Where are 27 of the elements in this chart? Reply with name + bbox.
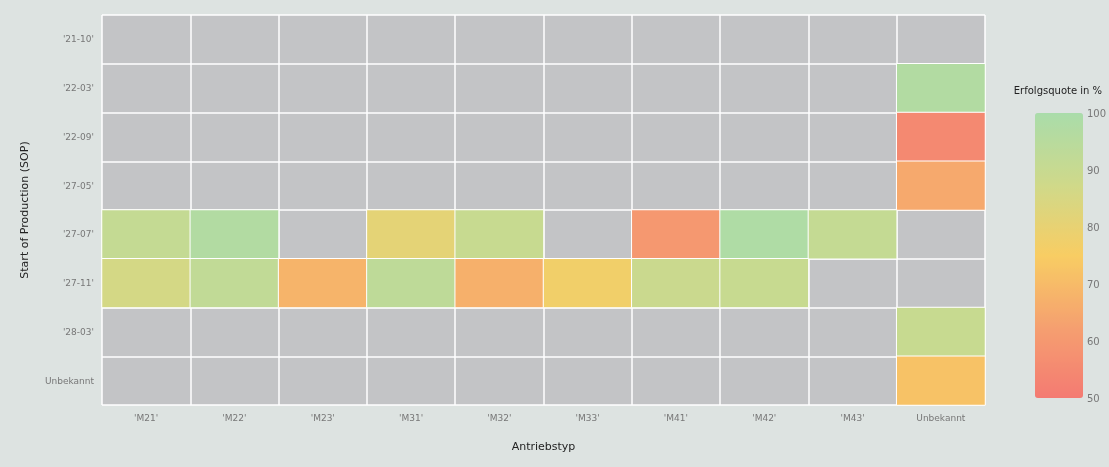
color-bar-label: 80	[1086, 221, 1100, 233]
y-tick-label: Unbekannt	[44, 375, 95, 386]
color-bar-label: 100	[1086, 107, 1107, 119]
y-tick-label: '21-10'	[62, 34, 94, 45]
x-tick-label: 'M31'	[398, 412, 424, 423]
y-tick-label: '27-11'	[62, 278, 94, 289]
y-tick-label: '27-07'	[62, 229, 94, 240]
x-tick-label: 'M41'	[663, 412, 689, 423]
y-tick-label: '28-03'	[62, 326, 94, 337]
x-tick-label: 'M32'	[487, 412, 512, 423]
x-tick-label: 'M33'	[575, 412, 600, 423]
x-tick-label: 'M22'	[222, 412, 247, 423]
x-tick-label: 'M43'	[840, 412, 865, 423]
color-bar-label: 60	[1086, 335, 1100, 347]
y-tick-label: '22-03'	[62, 83, 94, 94]
x-axis-title: Antriebstyp	[511, 440, 576, 453]
y-tick-label: '27-05'	[62, 180, 94, 191]
x-tick-label: 'M23'	[310, 412, 335, 423]
color-bar-title: Erfolgsquote in %	[1013, 84, 1103, 96]
color-bar-label: 70	[1086, 278, 1100, 290]
color-bar-label: 50	[1086, 392, 1100, 404]
color-bar-label: 90	[1086, 164, 1100, 176]
x-tick-label: Unbekannt	[916, 412, 966, 423]
y-tick-label: '22-09'	[62, 131, 94, 142]
x-tick-label: 'M42'	[752, 412, 777, 423]
y-axis-title: Start of Production (SOP)	[18, 141, 31, 279]
x-tick-label: 'M21'	[134, 412, 159, 423]
